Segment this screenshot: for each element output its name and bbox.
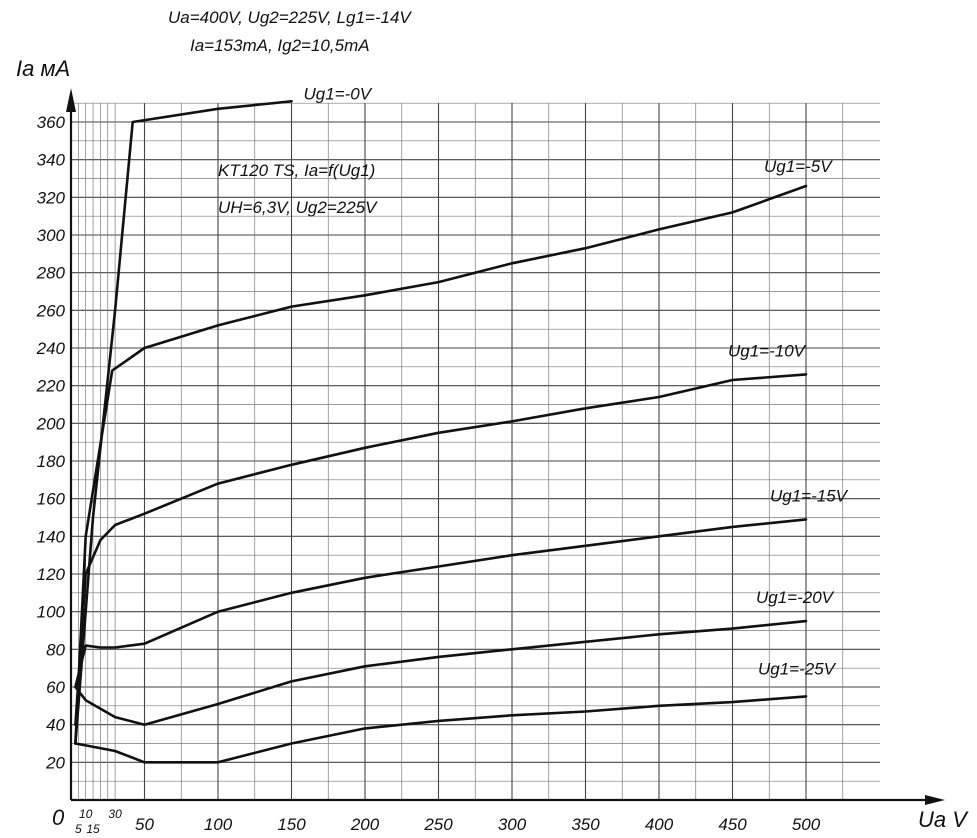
curve-label: Ug1=-15V <box>770 486 849 505</box>
y-tick-label: 340 <box>37 151 66 170</box>
x-tick-label-small: 5 <box>75 822 82 836</box>
curve-label: Ug1=-10V <box>728 341 807 360</box>
curve-line <box>74 619 808 726</box>
curves <box>74 100 808 764</box>
curve-label: Ug1=-5V <box>764 157 833 176</box>
curve-line <box>74 100 293 745</box>
y-tick-label: 40 <box>46 716 65 735</box>
y-tick-label: 100 <box>37 603 66 622</box>
x-axis-arrow <box>925 795 945 805</box>
y-tick-label: 240 <box>36 339 66 358</box>
y-tick-label: 360 <box>37 113 66 132</box>
grid <box>71 102 880 800</box>
y-tick-label: 320 <box>37 188 66 207</box>
header-line-2: Ia=153mA, Ig2=10,5mA <box>190 36 370 55</box>
y-tick-label: 20 <box>45 753 65 772</box>
y-axis-label: Ia мA <box>16 56 70 81</box>
x-tick-label: 300 <box>498 815 527 834</box>
y-tick-label: 60 <box>46 678 65 697</box>
curve-line <box>74 518 808 689</box>
x-tick-label: 150 <box>277 815 306 834</box>
header-line-1: Ua=400V, Ug2=225V, Lg1=-14V <box>168 8 411 27</box>
tick-labels: 2040608010012014016018020022024026028030… <box>36 113 821 836</box>
x-axis-label: Ua V <box>918 807 969 832</box>
curve-line <box>74 695 808 764</box>
y-tick-label: 160 <box>37 490 66 509</box>
y-tick-label: 300 <box>37 226 66 245</box>
origin-label: 0 <box>52 805 65 830</box>
x-tick-label: 400 <box>645 815 674 834</box>
x-tick-label: 100 <box>204 815 233 834</box>
x-tick-label: 350 <box>571 815 600 834</box>
y-tick-label: 140 <box>37 527 66 546</box>
y-axis-arrow <box>66 88 76 112</box>
y-tick-label: 260 <box>36 301 66 320</box>
axes <box>66 88 945 805</box>
curve-label: Ug1=-20V <box>756 588 835 607</box>
y-tick-label: 280 <box>36 264 66 283</box>
x-tick-label-small: 10 <box>79 807 93 821</box>
x-tick-label: 250 <box>423 815 453 834</box>
y-tick-label: 180 <box>37 452 66 471</box>
y-tick-label: 200 <box>36 414 66 433</box>
x-tick-label: 500 <box>792 815 821 834</box>
x-tick-label: 50 <box>135 815 154 834</box>
x-tick-label-small: 30 <box>108 807 122 821</box>
curve-line <box>74 373 808 726</box>
y-tick-label: 220 <box>36 377 66 396</box>
y-tick-label: 80 <box>46 640 65 659</box>
x-tick-label: 450 <box>718 815 747 834</box>
curve-line <box>74 184 808 745</box>
curve-label: Ug1=-0V <box>304 84 373 103</box>
x-tick-label: 200 <box>350 815 380 834</box>
chart-subtitle: UH=6,3V, Ug2=225V <box>218 198 378 217</box>
x-tick-label-small: 15 <box>86 822 100 836</box>
y-tick-label: 120 <box>37 565 66 584</box>
curve-label: Ug1=-25V <box>758 659 837 678</box>
chart-title: KT120 TS, Ia=f(Ug1) <box>218 161 375 180</box>
curve-labels: Ug1=-0V Ug1=-5V Ug1=-10V Ug1=-15V Ug1=-20V Ug… <box>304 84 849 678</box>
